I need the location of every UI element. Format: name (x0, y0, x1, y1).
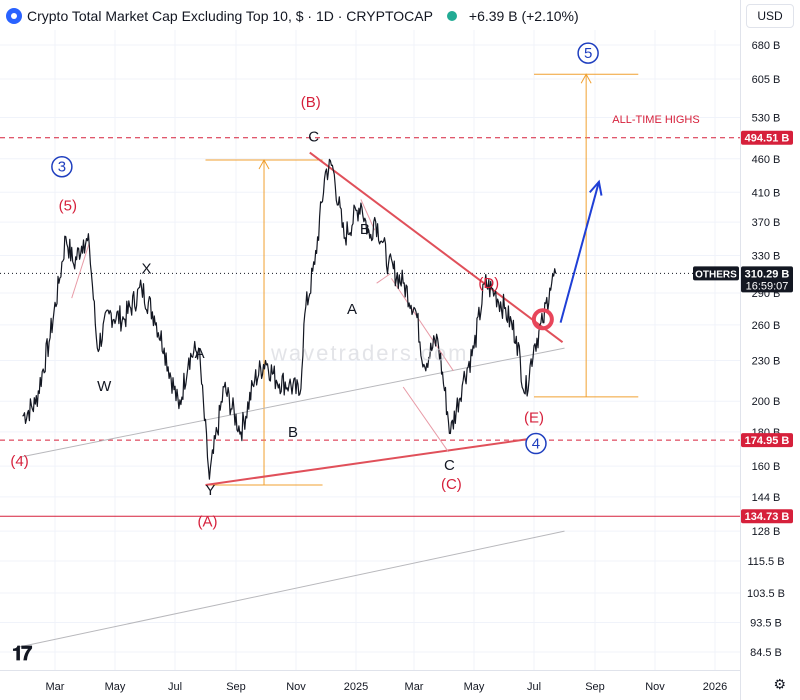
trendline (309, 151, 564, 343)
wave-circle (577, 42, 599, 64)
price-tag-bg (741, 509, 793, 524)
price-tag-countdown: 16:59:07 (746, 280, 789, 292)
y-tick-label: 144 B (752, 492, 781, 504)
market-open-dot-icon (446, 11, 457, 21)
x-tick-label: Sep (226, 681, 246, 693)
y-tick-label: 260 B (752, 320, 781, 332)
wave-label: ALL-TIME HIGHS (612, 114, 699, 126)
x-tick-label: Jul (527, 681, 541, 693)
y-tick-label: 680 B (752, 40, 781, 52)
wave-label: C (308, 129, 319, 146)
x-tick-label: Nov (286, 681, 306, 693)
price-series-line (22, 158, 557, 480)
y-tick-label: 410 B (752, 187, 781, 199)
wave-label: (D) (478, 275, 499, 292)
wave-label: (B) (301, 94, 321, 111)
price-tag-label: 134.73 B (745, 511, 790, 523)
y-tick-label: 103.5 B (747, 588, 785, 600)
wave-label: (A) (197, 514, 217, 531)
price-tag-label: 310.29 B (745, 268, 790, 280)
wave-label: A (347, 301, 357, 318)
price-tag-bg (741, 266, 793, 293)
wave-label: C (444, 457, 455, 474)
wave-label: (C) (441, 476, 462, 493)
x-tick-label: Sep (585, 681, 605, 693)
price-tag-bg (741, 130, 793, 145)
price-tag-label: 174.95 B (745, 435, 790, 447)
breakout-highlight-circle (531, 308, 554, 331)
symbol-tag-label: OTHERS (695, 269, 737, 280)
chart-title[interactable]: Crypto Total Market Cap Excluding Top 10… (27, 8, 433, 24)
minor-trendline (376, 273, 391, 284)
x-tick-label: Mar (405, 681, 424, 693)
minor-trendline (390, 278, 454, 372)
x-tick-label: May (105, 681, 126, 693)
wave-label: Y (205, 482, 215, 499)
y-tick-label: 200 B (752, 396, 781, 408)
y-tick-label: 93.5 B (750, 618, 782, 630)
trendline (19, 530, 565, 648)
price-tag-bg (741, 433, 793, 448)
wave-circle (525, 432, 547, 455)
x-tick-label: Mar (46, 681, 65, 693)
wave-label: X (141, 261, 151, 278)
x-tick-label: May (464, 681, 485, 693)
y-tick-label: 84.5 B (750, 647, 782, 659)
wave-label: (4) (10, 453, 28, 470)
y-tick-label: 605 B (752, 74, 781, 86)
minor-trendline (71, 242, 90, 299)
measure-arrowhead (580, 73, 592, 84)
tradingview-logo-icon (6, 8, 22, 24)
wave-label: (E) (524, 409, 544, 426)
trendline (205, 437, 534, 486)
trendline (19, 347, 565, 458)
wave-label: W (97, 378, 112, 395)
y-tick-label: 230 B (752, 356, 781, 368)
symbol-tag-bg (693, 266, 739, 281)
x-tick-label: 2025 (344, 681, 368, 693)
wave-label: (5) (59, 198, 77, 215)
wave-label: B (288, 424, 298, 441)
x-tick-label: Nov (645, 681, 665, 693)
y-tick-label: 128 B (752, 526, 781, 538)
x-tick-label: Jul (168, 681, 182, 693)
watermark: wavetraders.com (270, 341, 469, 366)
price-change: +6.39 B (+2.10%) (468, 8, 579, 24)
chart-header: Crypto Total Market Cap Excluding Top 10… (6, 6, 579, 26)
y-tick-label: 115.5 B (747, 556, 784, 568)
x-tick-label: 2026 (703, 681, 727, 693)
gear-icon[interactable]: ⚙ (773, 676, 786, 692)
y-tick-label: 530 B (752, 113, 781, 125)
wave-label: 5 (584, 45, 592, 62)
wave-label: A (195, 345, 205, 362)
y-tick-label: 370 B (752, 217, 781, 229)
projection-arrow (559, 181, 600, 323)
minor-trendline (402, 386, 449, 453)
price-tag-label: 494.51 B (745, 133, 790, 145)
wave-label: 3 (58, 159, 66, 176)
measure-arrowhead (258, 159, 270, 170)
wave-circle (51, 155, 73, 178)
y-tick-label: 160 B (752, 461, 781, 473)
wave-label: B (360, 221, 370, 238)
tradingview-logo-icon: 𝟏𝟕 (12, 643, 32, 665)
currency-selector[interactable]: USD (746, 4, 794, 28)
projection-arrowhead (588, 179, 603, 196)
y-tick-label: 330 B (752, 250, 781, 262)
wave-label: 4 (532, 436, 540, 453)
y-tick-label: 460 B (752, 154, 781, 166)
minor-trendline (360, 199, 376, 231)
